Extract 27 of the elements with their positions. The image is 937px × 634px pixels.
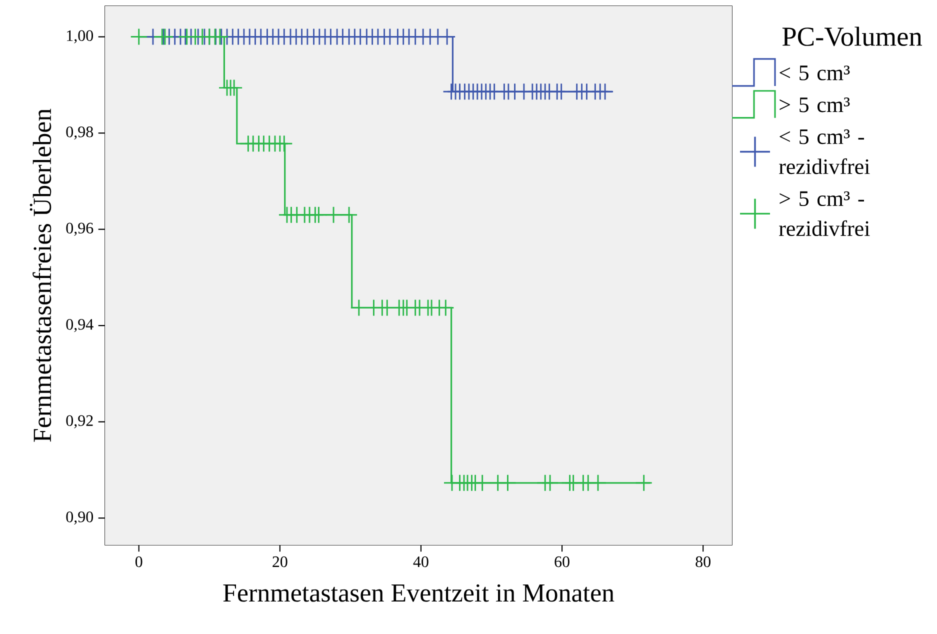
x-tick-label: 0 xyxy=(135,556,142,568)
y-tick-label: 0,96 xyxy=(66,222,94,236)
y-tick-label: 1,00 xyxy=(67,30,94,44)
legend-label: < 5 cm³ xyxy=(780,66,850,80)
point xyxy=(340,206,358,224)
y-tick-label: 0,92 xyxy=(66,415,93,428)
point xyxy=(589,474,607,492)
legend-label: < 5 cm³ - rezidivfrei xyxy=(779,129,870,174)
x-tick-label: 80 xyxy=(696,556,710,568)
y-tick-label: 0,98 xyxy=(66,126,94,140)
x-axis-title: Fernmetastasen Eventzeit in Monaten xyxy=(223,584,614,602)
legend-label: > 5 cm³ xyxy=(780,98,850,112)
legend-title: PC-Volumen xyxy=(782,26,922,46)
point xyxy=(275,134,293,152)
point xyxy=(635,474,653,492)
x-tick-label: 40 xyxy=(413,556,428,568)
x-tick-label: 20 xyxy=(272,556,288,568)
y-tick-label: 0,90 xyxy=(66,511,94,525)
y-tick-label: 0,94 xyxy=(66,318,94,332)
y-axis-title: Fernmetastasenfreies Überleben xyxy=(30,108,52,442)
point xyxy=(130,28,148,46)
point xyxy=(310,206,328,224)
point xyxy=(324,206,342,224)
point xyxy=(541,474,559,492)
legend-label: > 5 cm³ - rezidivfrei xyxy=(779,191,870,236)
point xyxy=(498,474,516,492)
x-tick-label: 60 xyxy=(554,556,570,568)
